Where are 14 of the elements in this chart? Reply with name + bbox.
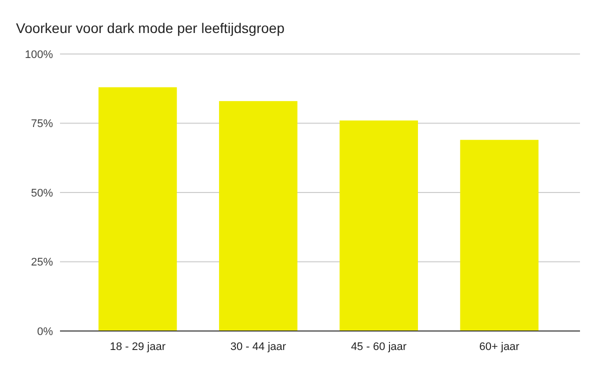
y-tick-label: 75% bbox=[30, 118, 54, 130]
bar bbox=[340, 120, 418, 331]
bar bbox=[98, 87, 177, 331]
y-tick-label: 100% bbox=[24, 48, 54, 61]
y-tick-label: 0% bbox=[37, 326, 54, 338]
x-tick-label: 18 - 29 jaar bbox=[110, 341, 166, 353]
chart-title: Voorkeur voor dark mode per leeftijdsgroep bbox=[16, 20, 285, 36]
y-tick-label: 50% bbox=[30, 187, 54, 200]
y-tick-label: 25% bbox=[30, 256, 54, 269]
bar bbox=[460, 140, 539, 331]
x-tick-label: 60+ jaar bbox=[479, 341, 520, 353]
x-tick-label: 30 - 44 jaar bbox=[230, 341, 286, 353]
bar bbox=[219, 101, 298, 331]
x-tick-label: 45 - 60 jaar bbox=[350, 341, 407, 353]
